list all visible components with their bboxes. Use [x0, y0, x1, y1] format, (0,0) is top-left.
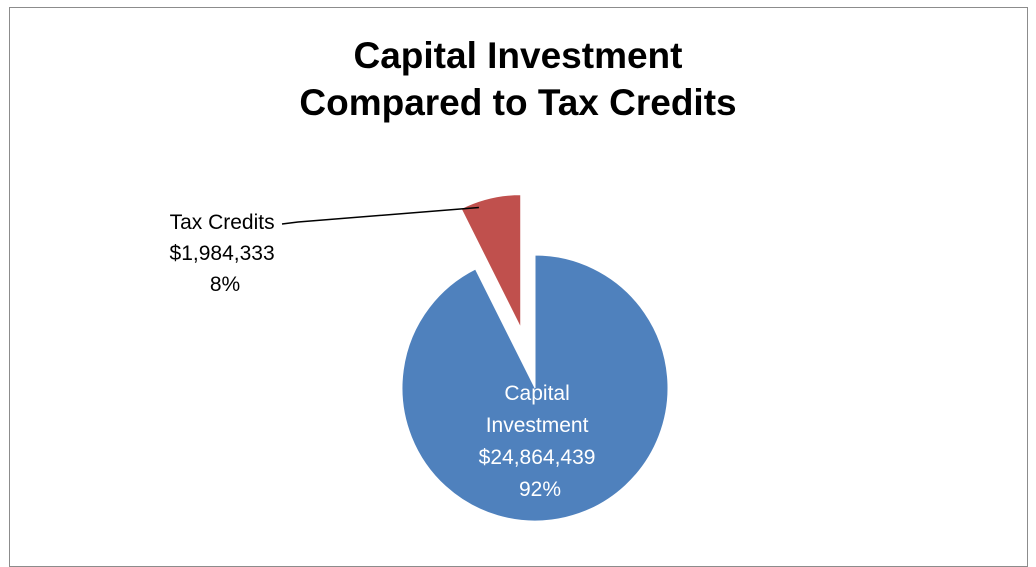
data-label-capital-investment: Capital Investment $24,864,439 92% — [479, 382, 602, 501]
data-label-tax-credits: Tax Credits $1,984,333 8% — [170, 211, 281, 296]
data-label-capital-investment-value: $24,864,439 — [479, 446, 596, 469]
data-label-capital-investment-name-line-2: Investment — [486, 414, 589, 437]
data-label-tax-credits-percent: 8% — [210, 273, 240, 296]
leader-line-tax-credits — [281, 206, 479, 225]
chart-title: Capital Investment Compared to Tax Credi… — [0, 32, 1036, 126]
data-label-tax-credits-name: Tax Credits — [170, 211, 275, 234]
data-label-tax-credits-value: $1,984,333 — [170, 242, 275, 265]
data-label-capital-investment-name-line-1: Capital — [504, 382, 569, 405]
data-label-capital-investment-percent: 92% — [519, 478, 561, 501]
chart-title-line-1: Capital Investment — [353, 35, 683, 76]
chart-title-line-2: Compared to Tax Credits — [299, 82, 737, 123]
pie-slice-capital-investment[interactable] — [401, 254, 669, 522]
